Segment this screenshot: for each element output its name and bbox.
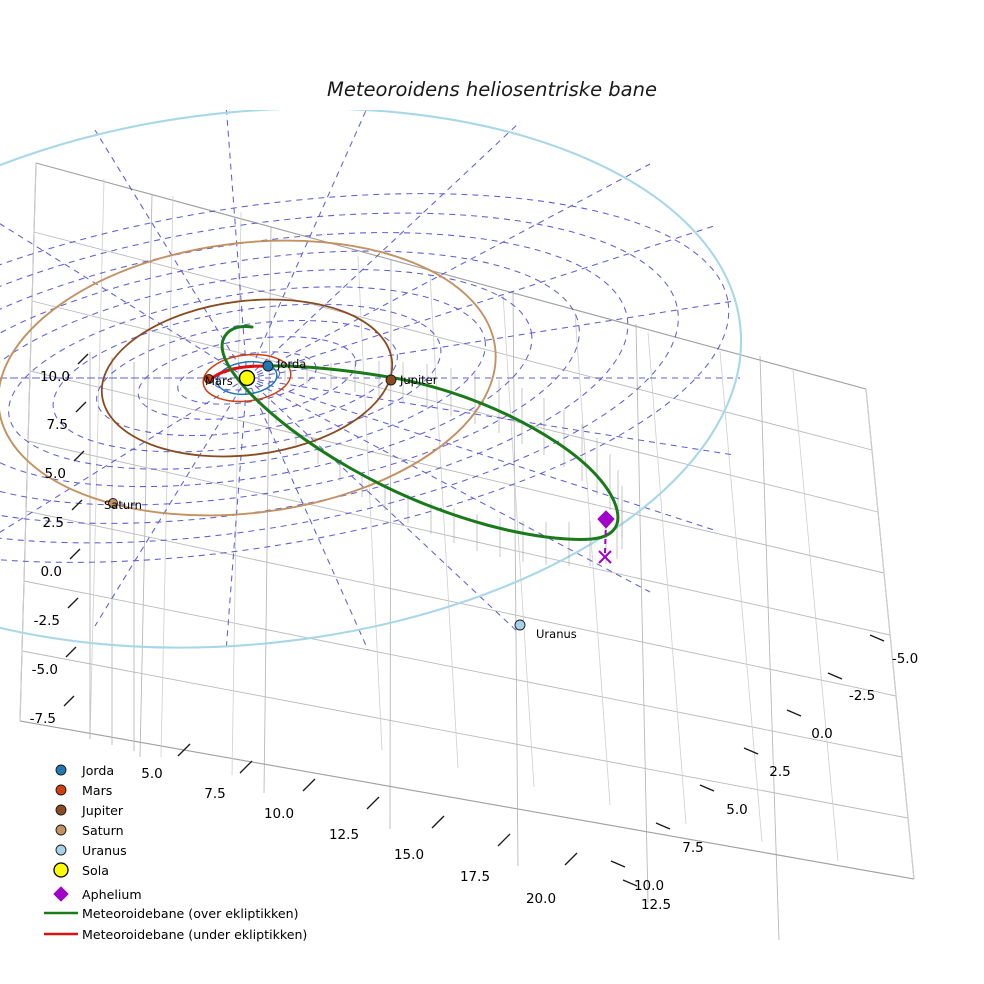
- x-tick-label-6: 20.0: [526, 891, 556, 907]
- legend-label-uranus: Uranus: [82, 843, 127, 858]
- legend-marker-sola-icon: [53, 862, 69, 878]
- legend-marker-jupiter-icon: [55, 804, 67, 816]
- x-tick-label-5: 17.5: [460, 869, 490, 885]
- x-tick-label-0: 5.0: [141, 766, 162, 782]
- y-tick-label-1: -2.5: [849, 688, 875, 704]
- y-tick-label-4: 5.0: [726, 802, 747, 818]
- z-tick-label-1: 7.5: [47, 417, 68, 433]
- label-jupiter: Jupiter: [399, 373, 438, 387]
- body-markers: [108, 360, 615, 631]
- legend-label-mars: Mars: [82, 783, 112, 798]
- legend-item-aphelium[interactable]: Aphelium: [53, 886, 142, 902]
- legend-marker-saturn-icon: [55, 824, 67, 836]
- legend-marker-uranus-icon: [55, 844, 67, 856]
- legend-label-aphelium: Aphelium: [82, 887, 142, 902]
- z-tick-label-2: 5.0: [45, 466, 66, 482]
- marker-mars: [204, 374, 214, 384]
- label-saturn: Saturn: [104, 498, 142, 512]
- orbit-droplines: [257, 361, 623, 566]
- pane-right-grid: [357, 255, 915, 880]
- x-tick-marks: [177, 743, 578, 866]
- marker-jupiter: [385, 374, 397, 386]
- meteoroid-orbit-over-ecliptic: [220, 325, 620, 541]
- z-tick-label-0: 10.0: [40, 369, 70, 385]
- legend-marker-aphelium-icon: [53, 886, 69, 902]
- marker-uranus: [514, 619, 526, 631]
- z-tick-marks: [63, 353, 89, 707]
- label-uranus: Uranus: [536, 627, 577, 641]
- legend-item-jorda[interactable]: Jorda: [55, 763, 114, 778]
- legend-item-orbit-under[interactable]: Meteoroidebane (under ekliptikken): [44, 927, 307, 942]
- legend: Jorda Mars Jupiter Saturn Uranus Sola: [44, 763, 307, 942]
- legend-marker-mars-icon: [55, 784, 67, 796]
- legend-label-saturn: Saturn: [82, 823, 124, 838]
- orbit-jupiter: [100, 298, 394, 458]
- legend-item-sola[interactable]: Sola: [53, 862, 109, 878]
- y-tick-label-7: 12.5: [641, 897, 671, 913]
- y-tick-label-3: 2.5: [769, 764, 790, 780]
- orbit-saturn: [0, 239, 497, 517]
- aphelion-drop-line-group: [598, 520, 612, 564]
- x-tick-label-3: 12.5: [329, 827, 359, 843]
- label-mars: Mars: [205, 374, 233, 388]
- marker-aphelium: [597, 510, 615, 529]
- y-tick-label-6: 10.0: [634, 878, 664, 894]
- x-tick-label-4: 15.0: [394, 847, 424, 863]
- z-tick-label-3: 2.5: [43, 515, 64, 531]
- legend-item-jupiter[interactable]: Jupiter: [55, 803, 124, 818]
- marker-jorda: [262, 360, 274, 372]
- y-axis: -5.0 -2.5 0.0 2.5 5.0 7.5 10.0 12.5: [610, 634, 918, 913]
- z-tick-label-6: -5.0: [32, 662, 58, 678]
- legend-item-uranus[interactable]: Uranus: [55, 843, 127, 858]
- legend-item-mars[interactable]: Mars: [55, 783, 112, 798]
- planet-orbits: [0, 110, 743, 649]
- legend-item-orbit-over[interactable]: Meteoroidebane (over ekliptikken): [44, 906, 299, 921]
- page-title: Meteoroidens heliosentriske bane: [327, 78, 657, 101]
- legend-marker-jorda-icon: [55, 764, 67, 776]
- y-tick-label-5: 7.5: [682, 840, 703, 856]
- y-tick-label-0: -5.0: [892, 651, 918, 667]
- x-tick-label-2: 10.0: [264, 806, 294, 822]
- orbit-uranus: [0, 110, 743, 649]
- z-tick-label-7: -7.5: [30, 711, 56, 727]
- axis-risers: [89, 352, 135, 751]
- meteoroid-orbit-under-ecliptic: [207, 364, 268, 383]
- marker-sola: [238, 369, 256, 387]
- z-tick-label-5: -2.5: [34, 613, 60, 629]
- legend-label-jupiter: Jupiter: [81, 803, 124, 818]
- legend-label-sola: Sola: [82, 863, 109, 878]
- legend-item-saturn[interactable]: Saturn: [55, 823, 124, 838]
- legend-label-orbit-under: Meteoroidebane (under ekliptikken): [82, 927, 307, 942]
- x-tick-label-1: 7.5: [204, 786, 225, 802]
- label-jorda: Jorda: [276, 357, 306, 371]
- legend-label-jorda: Jorda: [81, 763, 114, 778]
- aphelion-projection-x-icon: [598, 550, 612, 564]
- legend-label-orbit-over: Meteoroidebane (over ekliptikken): [82, 906, 299, 921]
- z-tick-label-4: 0.0: [41, 564, 62, 580]
- orbit-mars: [202, 353, 292, 403]
- x-axis: 5.0 7.5 10.0 12.5 15.0 17.5 20.0: [141, 743, 578, 907]
- y-tick-label-2: 0.0: [811, 726, 832, 742]
- marker-saturn: [108, 498, 118, 508]
- z-axis: 10.0 7.5 5.0 2.5 0.0 -2.5 -5.0 -7.5: [30, 353, 89, 727]
- y-tick-marks: [610, 634, 885, 887]
